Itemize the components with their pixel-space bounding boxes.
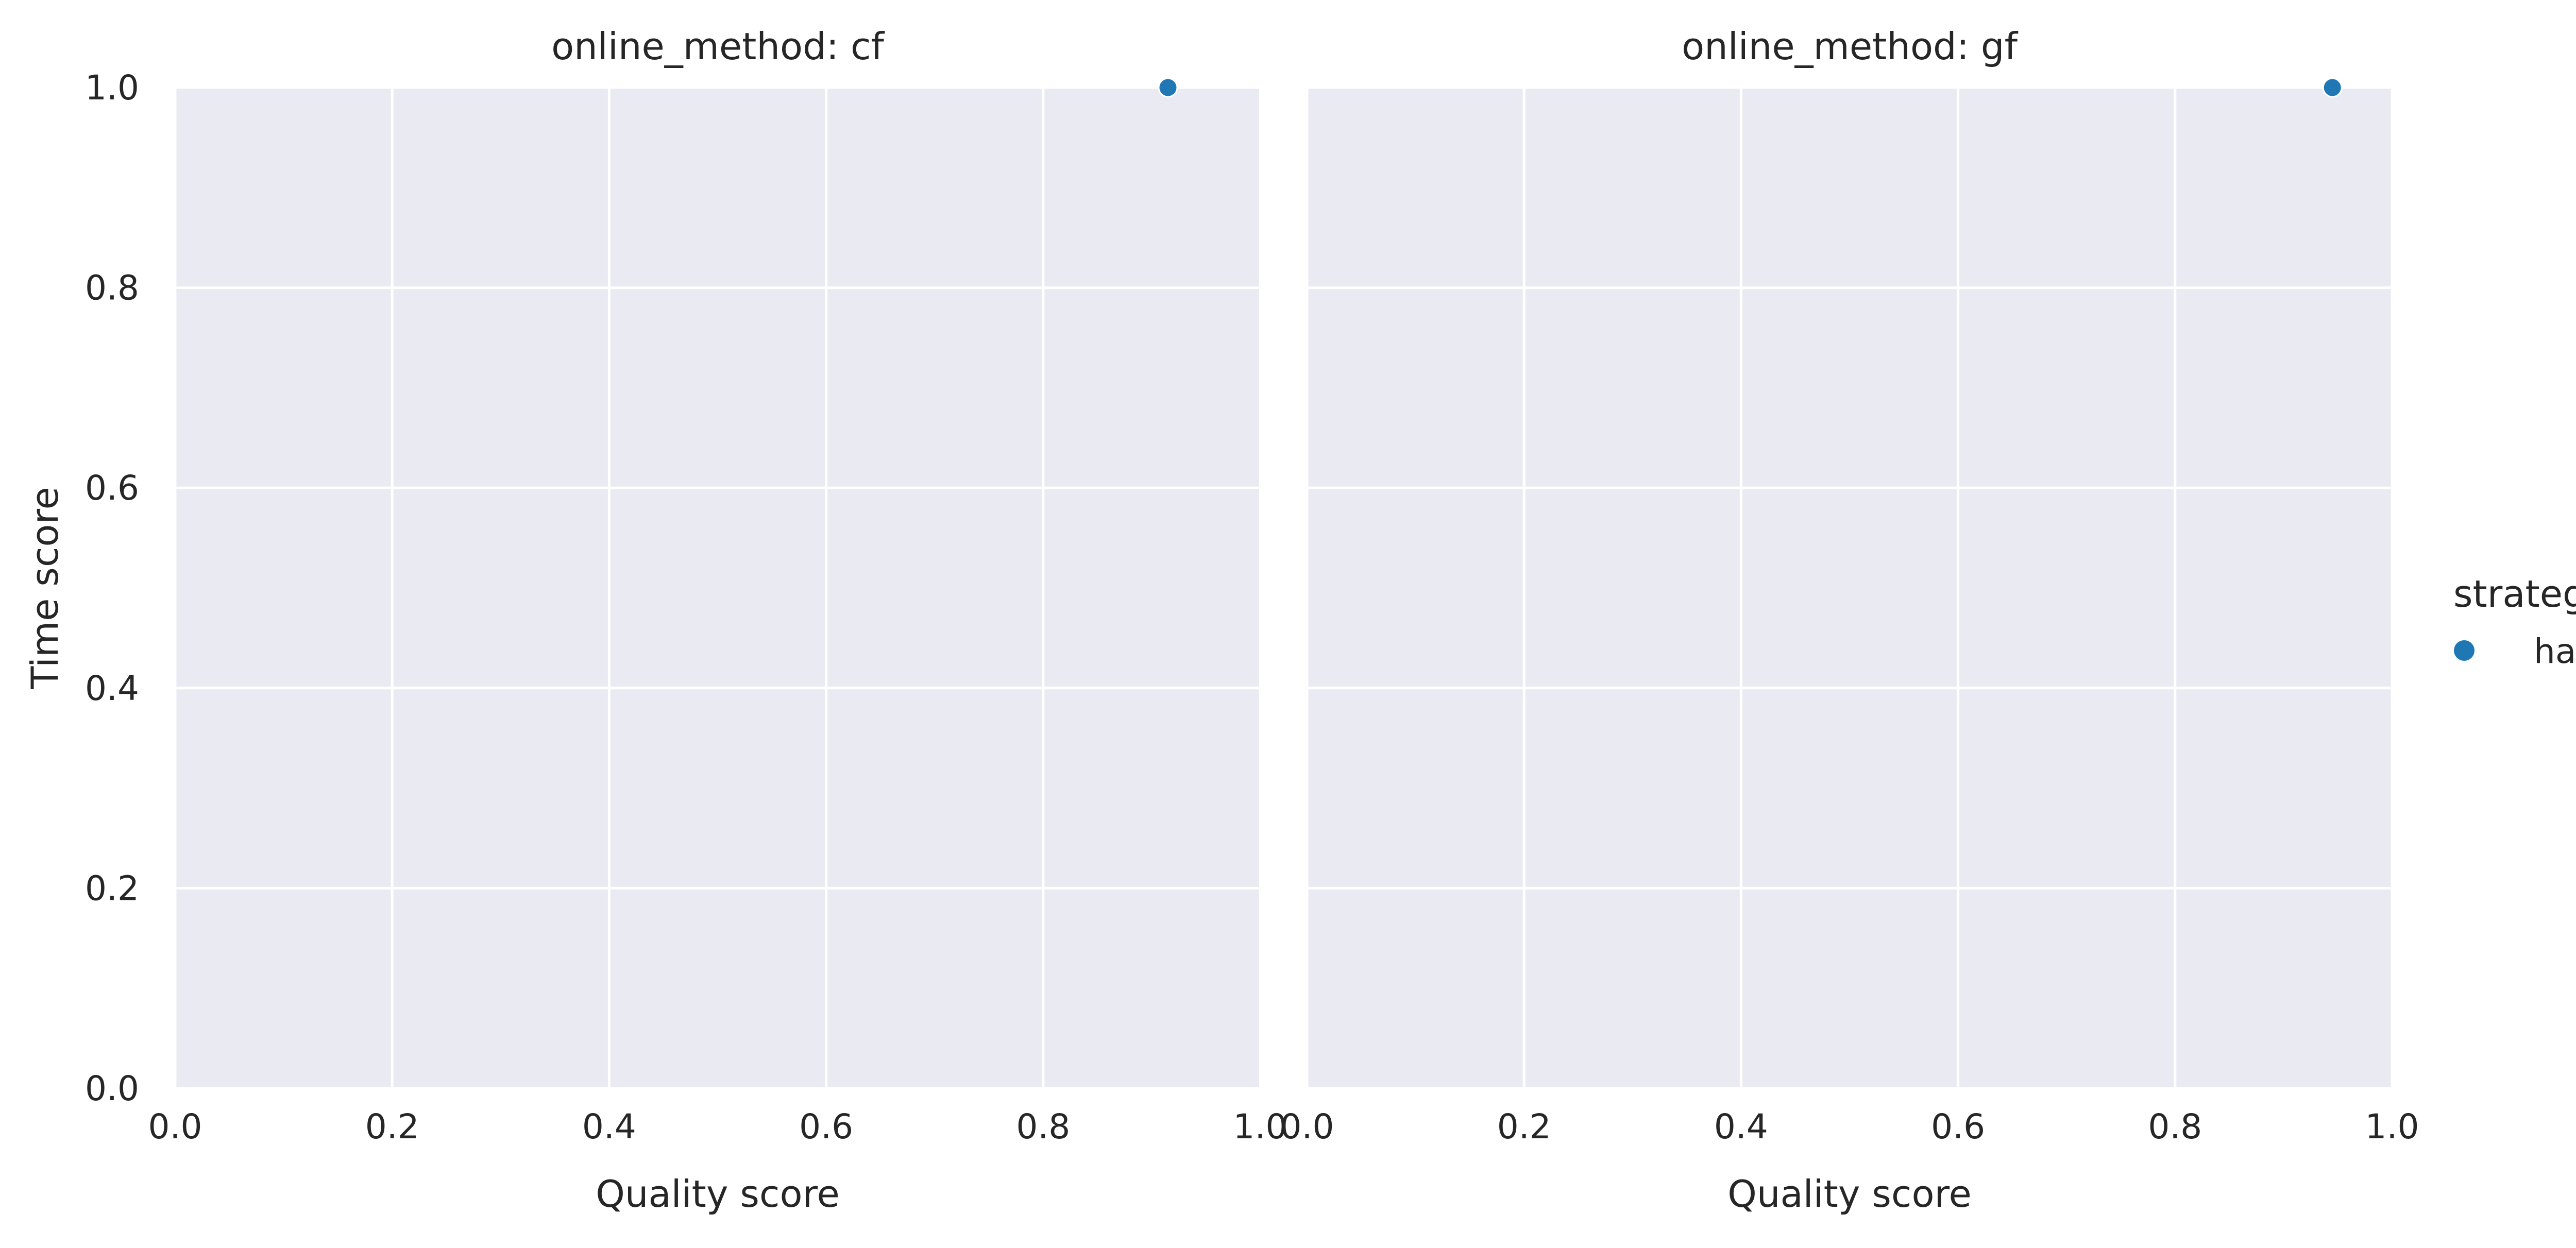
y-tick-label: 1.0 xyxy=(85,68,139,108)
x-tick-label: 0.0 xyxy=(1280,1107,1334,1147)
legend-marker xyxy=(2454,640,2475,661)
legend: strategy hasty xyxy=(2453,572,2576,671)
legend-title: strategy xyxy=(2453,572,2576,616)
x-tick-label: 0.6 xyxy=(799,1107,853,1147)
legend-entry: hasty xyxy=(2454,631,2576,671)
scatter-point xyxy=(2322,77,2343,98)
x-tick-label: 1.0 xyxy=(2365,1107,2419,1147)
legend-entries: hasty xyxy=(2454,631,2576,671)
x-tick-label: 0.4 xyxy=(1714,1107,1768,1147)
y-tick-label: 0.4 xyxy=(85,669,139,708)
scatter-point xyxy=(1158,77,1178,98)
x-tick-label: 1.0 xyxy=(1233,1107,1287,1147)
facet-panel-1: online_method: gf 0.0 0.2 0.4 0.6 0.8 1.0 Quali… xyxy=(1280,25,2419,1216)
y-axis-label: Time score xyxy=(23,487,66,690)
facet-title: online_method: cf xyxy=(551,25,885,68)
legend-label: hasty xyxy=(2534,631,2576,671)
x-tick-label: 0.0 xyxy=(148,1107,202,1147)
x-axis-label: Quality score xyxy=(596,1172,840,1216)
y-tick-label: 0.6 xyxy=(85,468,139,508)
panel-background xyxy=(1307,88,2392,1088)
facet-title: online_method: gf xyxy=(1682,25,2019,68)
facet-panel-0: online_method: cf 0.0 0.2 0.4 0.6 0.8 1.0 0.0 0.… xyxy=(23,25,1287,1216)
x-tick-label: 0.2 xyxy=(365,1107,419,1147)
x-tick-label: 0.2 xyxy=(1497,1107,1551,1147)
panel-background xyxy=(175,88,1260,1088)
x-tick-label: 0.8 xyxy=(1016,1107,1070,1147)
x-tick-label: 0.8 xyxy=(2148,1107,2202,1147)
facet-panels: online_method: cf0.0 0.2 0.4 0.6 0.8 1.00.00.… xyxy=(23,25,2419,1216)
y-tick-label: 0.8 xyxy=(85,268,139,308)
y-tick-label: 0.2 xyxy=(85,868,139,908)
x-tick-label: 0.4 xyxy=(582,1107,636,1147)
x-axis-label: Quality score xyxy=(1727,1172,1972,1216)
x-tick-label: 0.6 xyxy=(1931,1107,1985,1147)
y-tick-label: 0.0 xyxy=(85,1069,139,1108)
